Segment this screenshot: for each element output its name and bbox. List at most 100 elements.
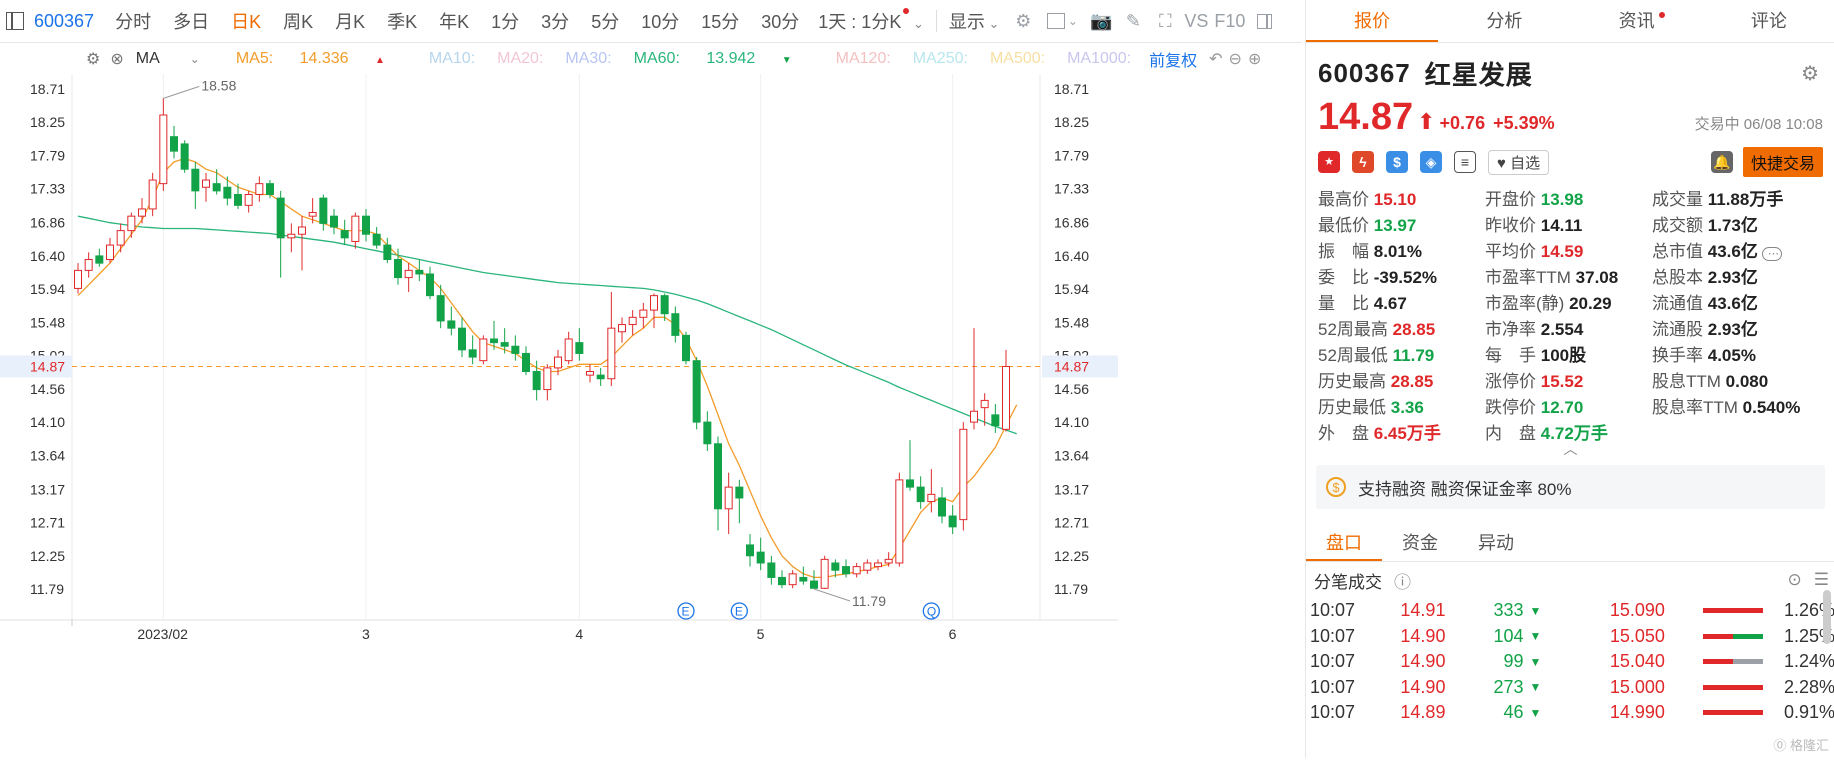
zoom-out-icon[interactable]: ⊖	[1228, 51, 1242, 68]
undo-icon[interactable]: ↶	[1209, 51, 1223, 68]
y-tick-label-right: 17.33	[1054, 181, 1089, 197]
ma120-legend: MA120:	[835, 50, 891, 67]
bell-icon[interactable]: 🔔	[1710, 151, 1733, 173]
more-icon[interactable]: ⊙	[1787, 570, 1802, 589]
quote-field-label: 最低价	[1318, 216, 1369, 235]
event-marker-icon[interactable]	[677, 602, 695, 620]
quote-field: 外 盘 6.45万手	[1318, 421, 1485, 447]
ma250-legend: MA250:	[912, 50, 968, 67]
sidebar-toggle-icon[interactable]	[1251, 8, 1277, 34]
quote-field-label: 市盈率TTM	[1485, 268, 1571, 287]
symbol-code[interactable]: 600367	[34, 10, 95, 31]
watchlist-label: 自选	[1510, 154, 1541, 172]
candle-body	[938, 497, 946, 517]
quote-field-label: 换手率	[1652, 346, 1703, 365]
collapse-chevron-icon[interactable]: ︿	[1563, 441, 1578, 457]
fullscreen-icon[interactable]: ⛶	[1159, 10, 1172, 31]
low-pointer-line	[813, 588, 851, 602]
panel-toggle-icon[interactable]	[6, 12, 24, 30]
ticks-header: 分笔成交 ⓘ ⊙ ☰	[1306, 562, 1834, 598]
quote-field-label: 量 比	[1318, 294, 1369, 313]
quote-field-label: 内 盘	[1485, 424, 1536, 443]
quote-field: 市盈率(静) 20.29	[1485, 291, 1652, 317]
ma1000-legend: MA1000:	[1067, 50, 1132, 67]
kline-chart[interactable]: 18.71 18.71 18.25 18.25 17.79 17.79 17.33 17.33…	[0, 67, 1302, 758]
adjust-button[interactable]: 前复权	[1149, 53, 1198, 70]
quote-fields: 最高价 15.10 开盘价 13.98 成交量 11.88万手 最低价 13.97 昨收…	[1306, 187, 1834, 447]
candle-body	[106, 244, 114, 261]
candle-body	[372, 233, 381, 246]
pencil-icon[interactable]: ✎	[1125, 10, 1141, 31]
china-flag-icon[interactable]: ★	[1318, 151, 1340, 173]
panel-tab[interactable]: 异动	[1478, 533, 1514, 553]
settings-icon[interactable]: ⚙	[86, 51, 101, 68]
level-percent: 2.28%	[1783, 676, 1834, 697]
tag-icon[interactable]: ◈	[1420, 151, 1442, 173]
compare-vs-button[interactable]: VS	[1184, 10, 1209, 31]
period-tab[interactable]: 季K	[387, 12, 418, 32]
panel-tab[interactable]: 盘口	[1306, 525, 1382, 561]
quote-field-value: 43.6亿	[1707, 242, 1758, 261]
period-tab[interactable]: 3分	[541, 12, 570, 32]
candle-body	[607, 327, 616, 380]
quote-field-value: 28.85	[1392, 320, 1436, 339]
gear-icon[interactable]: ⚙	[1015, 10, 1032, 31]
f10-button[interactable]: F10	[1214, 10, 1246, 31]
event-marker-icon[interactable]	[730, 602, 748, 620]
close-icon[interactable]: ⊗	[110, 51, 124, 68]
candle-body	[266, 183, 274, 195]
right-tab[interactable]: 报价	[1306, 0, 1439, 42]
rectangle-tool-icon[interactable]: ⌄	[1042, 8, 1082, 34]
level-bar	[1702, 710, 1763, 716]
y-tick-label-right: 14.56	[1054, 381, 1089, 397]
tick-row: 10:07 14.90 99 ▼ 15.040 1.24%	[1306, 649, 1834, 675]
display-dropdown[interactable]: 显示 ⌄	[941, 8, 1008, 34]
kline-svg[interactable]: 18.71 18.71 18.25 18.25 17.79 17.79 17.33 17.33…	[0, 67, 1302, 758]
current-price: 14.87	[1318, 96, 1414, 138]
dollar-icon[interactable]: $	[1386, 151, 1408, 173]
period-tab[interactable]: 日K	[231, 12, 262, 32]
quote-field-value: 2.93亿	[1707, 320, 1758, 339]
down-triangle-icon: ▼	[1529, 705, 1542, 720]
quote-field: 换手率 4.05%	[1652, 343, 1819, 369]
period-select[interactable]: 1天 : 1分K ⌄	[810, 8, 932, 34]
period-tab[interactable]: 30分	[761, 12, 800, 32]
candle-body	[276, 197, 285, 239]
period-tab[interactable]: 1分	[491, 12, 520, 32]
right-tab[interactable]: 分析	[1438, 0, 1570, 42]
tick-volume: 46	[1503, 702, 1524, 723]
period-tab[interactable]: 多日	[173, 12, 210, 32]
candle-body	[74, 269, 82, 289]
lightning-icon[interactable]: ϟ	[1352, 151, 1374, 173]
current-price-box-left	[0, 355, 72, 378]
quote-field: 内 盘 4.72万手	[1485, 421, 1652, 447]
ma-select[interactable]: MA ⌄	[136, 50, 222, 68]
event-marker-icon[interactable]	[922, 602, 940, 620]
quote-field: 总股本 2.93亿	[1652, 265, 1819, 291]
chevron-down-icon: ⌄	[984, 16, 1000, 31]
document-icon[interactable]: ≡	[1454, 151, 1476, 173]
scrollbar[interactable]	[1823, 590, 1831, 644]
period-tab[interactable]: 分时	[115, 12, 152, 32]
more-icon[interactable]: ⋯	[1761, 247, 1782, 261]
period-tab[interactable]: 年K	[439, 12, 470, 32]
quick-trade-button[interactable]: 快捷交易	[1742, 147, 1823, 177]
right-tab[interactable]: 评论	[1703, 0, 1834, 42]
zoom-in-icon[interactable]: ⊕	[1247, 51, 1262, 68]
camera-icon[interactable]: 📷	[1090, 10, 1113, 31]
heart-icon: ♥	[1497, 154, 1506, 172]
period-tab[interactable]: 月K	[335, 12, 366, 32]
candle-body	[991, 414, 1000, 427]
period-tab[interactable]: 15分	[701, 12, 740, 32]
candle-body	[319, 197, 328, 224]
list-icon[interactable]: ☰	[1813, 570, 1829, 589]
right-tab[interactable]: 资讯	[1571, 0, 1703, 42]
ma-legend-bar: ⚙ ⊗ MA ⌄ MA5: 14.336 ▲ MA10: MA20: MA30: …	[0, 44, 1302, 74]
info-icon[interactable]: ⓘ	[1394, 572, 1411, 592]
panel-tab[interactable]: 资金	[1402, 533, 1438, 553]
period-tab[interactable]: 10分	[641, 12, 680, 32]
watchlist-button[interactable]: ♥ 自选	[1488, 149, 1550, 175]
gear-icon[interactable]: ⚙	[1801, 63, 1819, 85]
period-tab[interactable]: 周K	[283, 12, 314, 32]
period-tab[interactable]: 5分	[591, 12, 620, 32]
